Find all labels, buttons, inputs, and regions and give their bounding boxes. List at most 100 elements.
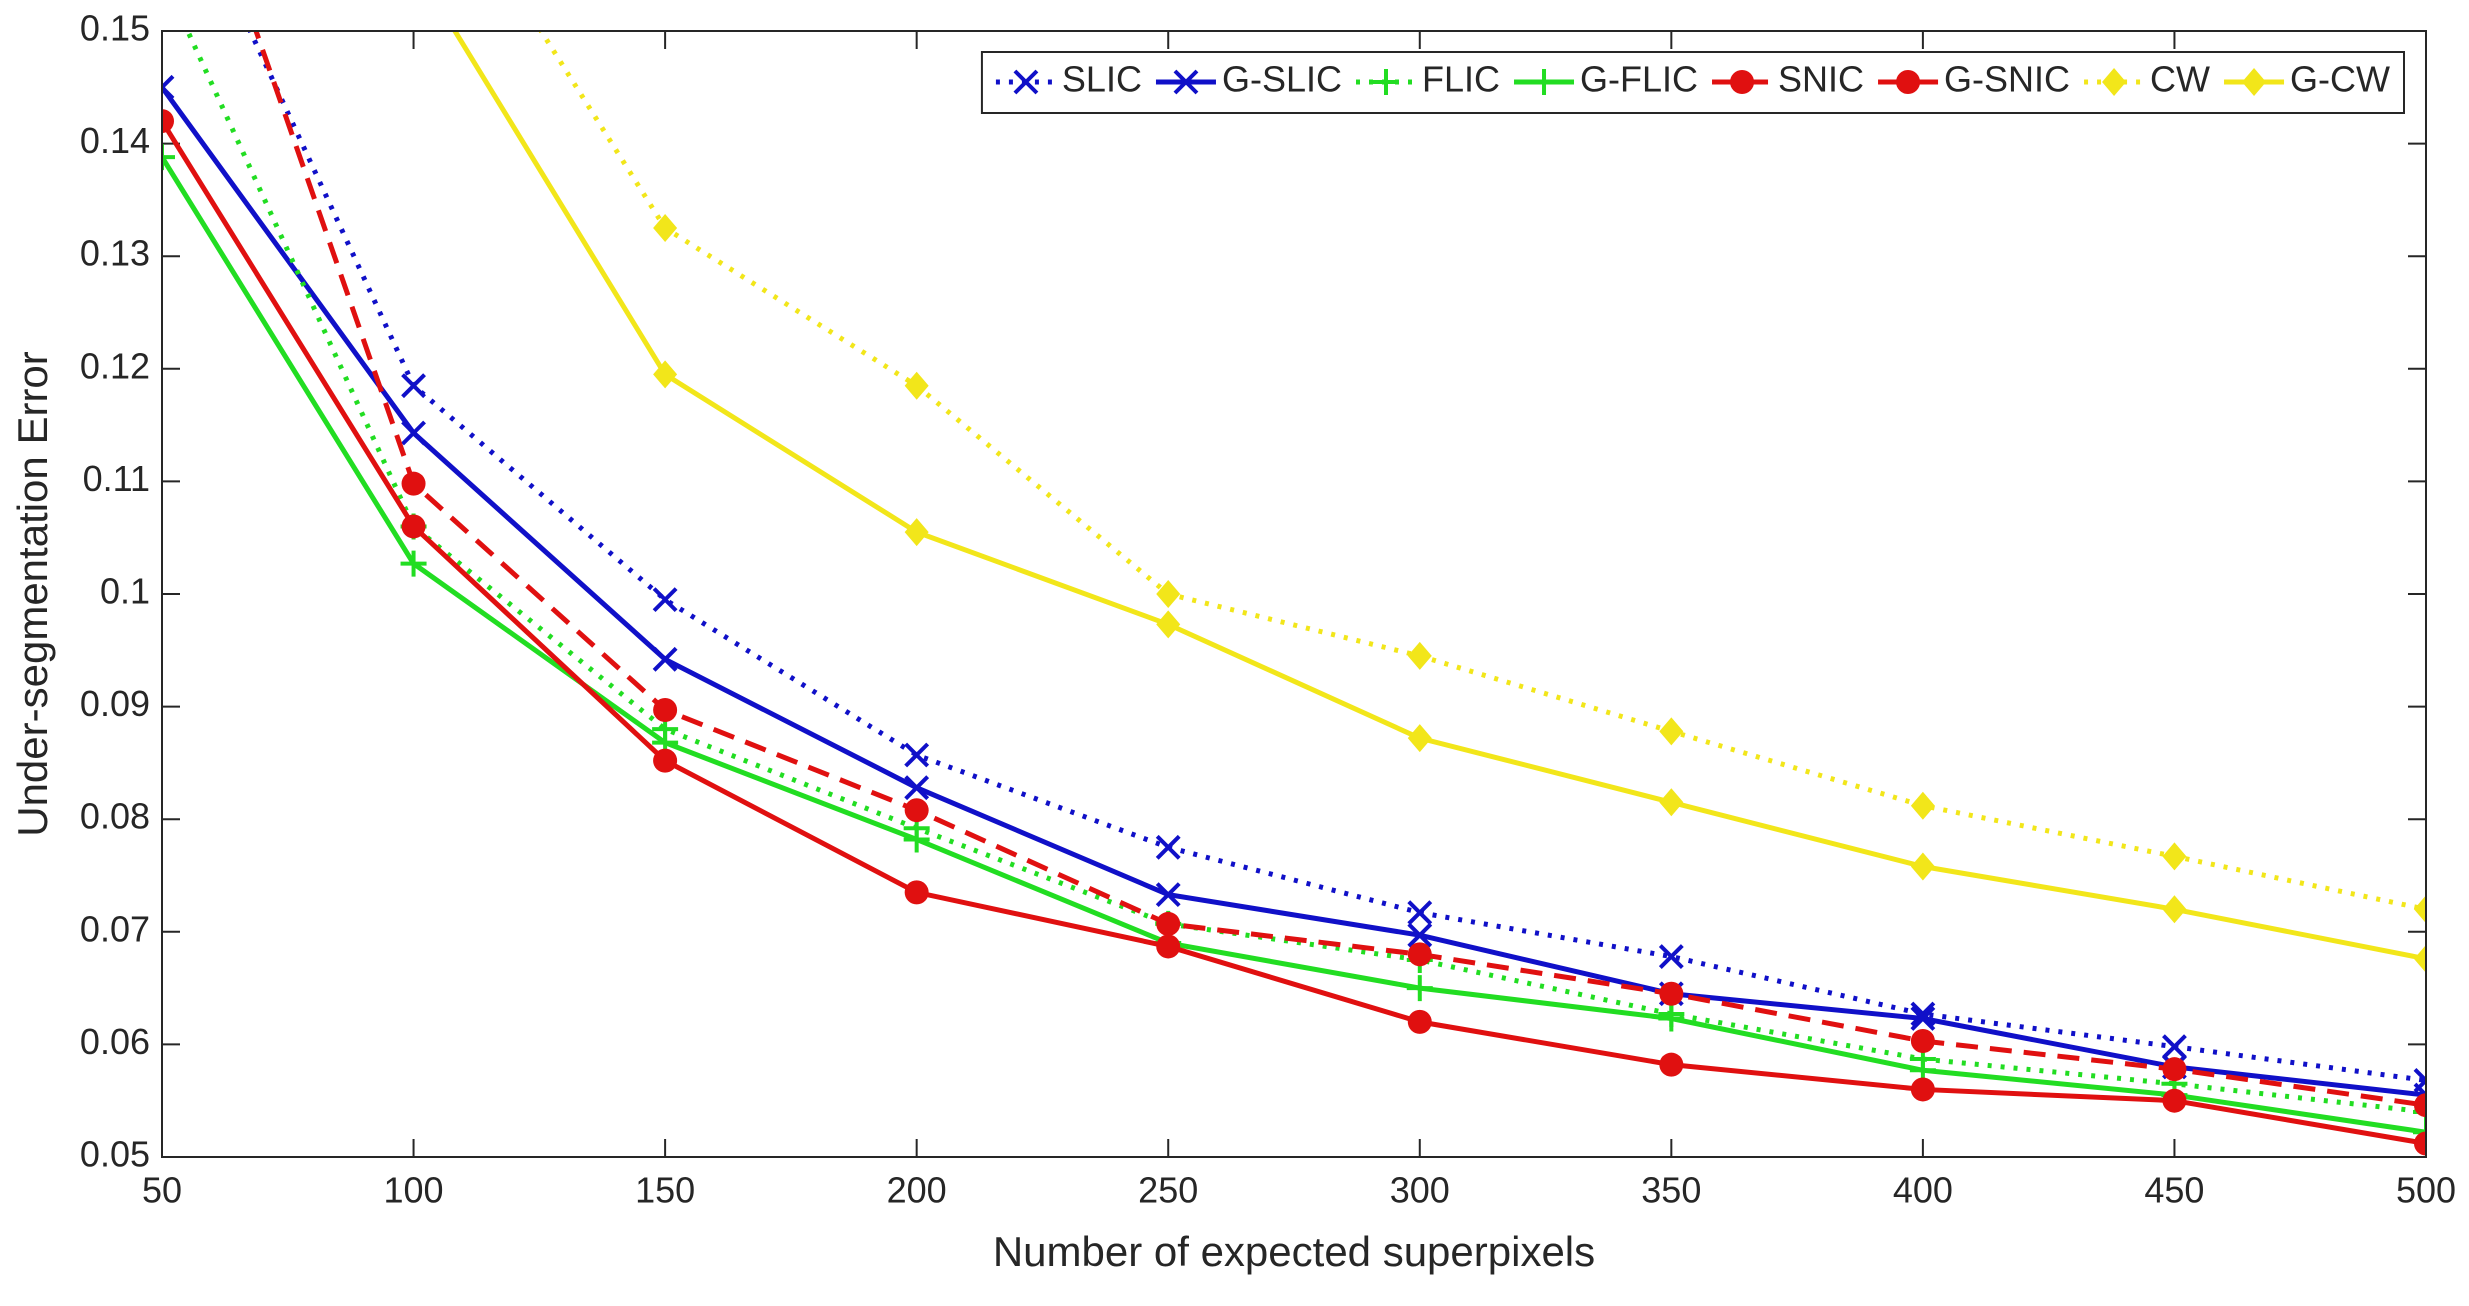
marker	[2162, 1088, 2187, 1113]
x-axis-label: Number of expected superpixels	[993, 1228, 1595, 1275]
marker	[401, 420, 426, 446]
marker	[2162, 1034, 2187, 1060]
marker	[2414, 944, 2426, 973]
y-tick-label: 0.09	[80, 683, 150, 724]
series-line	[247, 31, 2426, 1083]
x-tick-label: 150	[635, 1170, 695, 1211]
marker	[904, 371, 929, 400]
marker	[1659, 717, 1684, 746]
marker	[652, 646, 678, 672]
legend-label: G-CW	[2290, 59, 2390, 100]
marker	[400, 550, 427, 577]
marker	[1407, 1009, 1432, 1034]
marker	[652, 587, 678, 613]
marker	[1659, 981, 1684, 1006]
plot-series	[162, 31, 2426, 1156]
marker	[401, 514, 426, 539]
y-axis-label: Under-segmentation Error	[9, 351, 56, 837]
legend-label: G-SNIC	[1944, 59, 2070, 100]
marker	[1896, 70, 1921, 94]
marker	[162, 109, 174, 134]
legend-label: G-SLIC	[1222, 59, 1342, 100]
y-tick-label: 0.14	[80, 120, 150, 161]
marker	[2414, 1131, 2426, 1156]
marker	[1407, 922, 1433, 948]
marker	[1407, 641, 1432, 670]
x-tick-label: 300	[1390, 1170, 1450, 1211]
plot-area	[162, 31, 2426, 1157]
marker	[1156, 911, 1181, 936]
x-tick-label: 350	[1641, 1170, 1701, 1211]
plot-frame	[161, 30, 2427, 1158]
marker	[1407, 724, 1432, 753]
y-tick-label: 0.11	[83, 458, 150, 499]
marker	[1659, 1052, 1684, 1077]
marker	[2414, 895, 2426, 924]
marker	[1910, 1006, 1936, 1031]
marker	[903, 826, 930, 853]
marker	[904, 798, 929, 823]
marker	[401, 373, 426, 399]
marker	[904, 880, 929, 905]
legend-label: G-FLIC	[1580, 59, 1698, 100]
marker	[1407, 900, 1433, 926]
y-tick-label: 0.13	[80, 233, 150, 274]
x-tick-label: 400	[1893, 1170, 1953, 1211]
x-tick-label: 100	[384, 1170, 444, 1211]
marker	[401, 471, 426, 496]
y-tick-label: 0.15	[80, 8, 150, 49]
marker	[904, 518, 929, 547]
marker	[162, 74, 175, 100]
marker	[1155, 834, 1181, 860]
marker	[2413, 1119, 2426, 1146]
marker	[904, 775, 930, 801]
x-tick-label: 200	[887, 1170, 947, 1211]
y-tick-label: 0.06	[80, 1021, 150, 1062]
marker	[653, 697, 678, 722]
marker	[162, 144, 175, 171]
marker	[1407, 942, 1432, 967]
marker	[2414, 1093, 2426, 1118]
marker	[1373, 69, 1399, 95]
x-tick-label: 450	[2144, 1170, 2204, 1211]
legend-label: SNIC	[1778, 59, 1864, 100]
marker	[1910, 791, 1935, 820]
series-line	[184, 31, 2426, 1115]
marker	[1910, 1029, 1935, 1054]
marker	[1730, 70, 1755, 94]
marker	[653, 748, 678, 773]
marker	[1406, 975, 1433, 1002]
y-tick-label: 0.07	[80, 908, 150, 949]
x-tick-label: 500	[2396, 1170, 2456, 1211]
marker	[904, 742, 930, 768]
legend-box	[980, 51, 2405, 114]
marker	[1013, 69, 1039, 95]
legend: SLIC G-SLIC FLIC G-FLIC SNIC G-SNIC CW G-CW	[980, 51, 2405, 114]
series-line	[162, 85, 2426, 1098]
marker	[1156, 934, 1181, 959]
marker	[2242, 68, 2267, 96]
marker	[2162, 1057, 2187, 1082]
marker	[1173, 69, 1199, 95]
marker	[1155, 882, 1181, 908]
series-line	[253, 31, 2426, 1108]
marker	[1658, 944, 1684, 969]
legend-label: CW	[2150, 59, 2210, 100]
marker	[1156, 610, 1181, 639]
marker	[1910, 852, 1935, 881]
marker	[1156, 580, 1181, 608]
y-tick-label: 0.08	[80, 796, 150, 837]
x-tick-label: 50	[142, 1170, 182, 1211]
x-tick-label: 250	[1138, 1170, 1198, 1211]
marker	[2102, 68, 2127, 96]
series-line	[451, 31, 2426, 962]
series-line	[162, 155, 2426, 1135]
marker	[2162, 895, 2187, 924]
marker	[653, 360, 678, 389]
marker	[653, 214, 678, 243]
marker	[1659, 788, 1684, 817]
y-tick-label: 0.12	[80, 345, 150, 386]
series-line	[538, 31, 2426, 912]
y-tick-label: 0.1	[100, 571, 150, 612]
